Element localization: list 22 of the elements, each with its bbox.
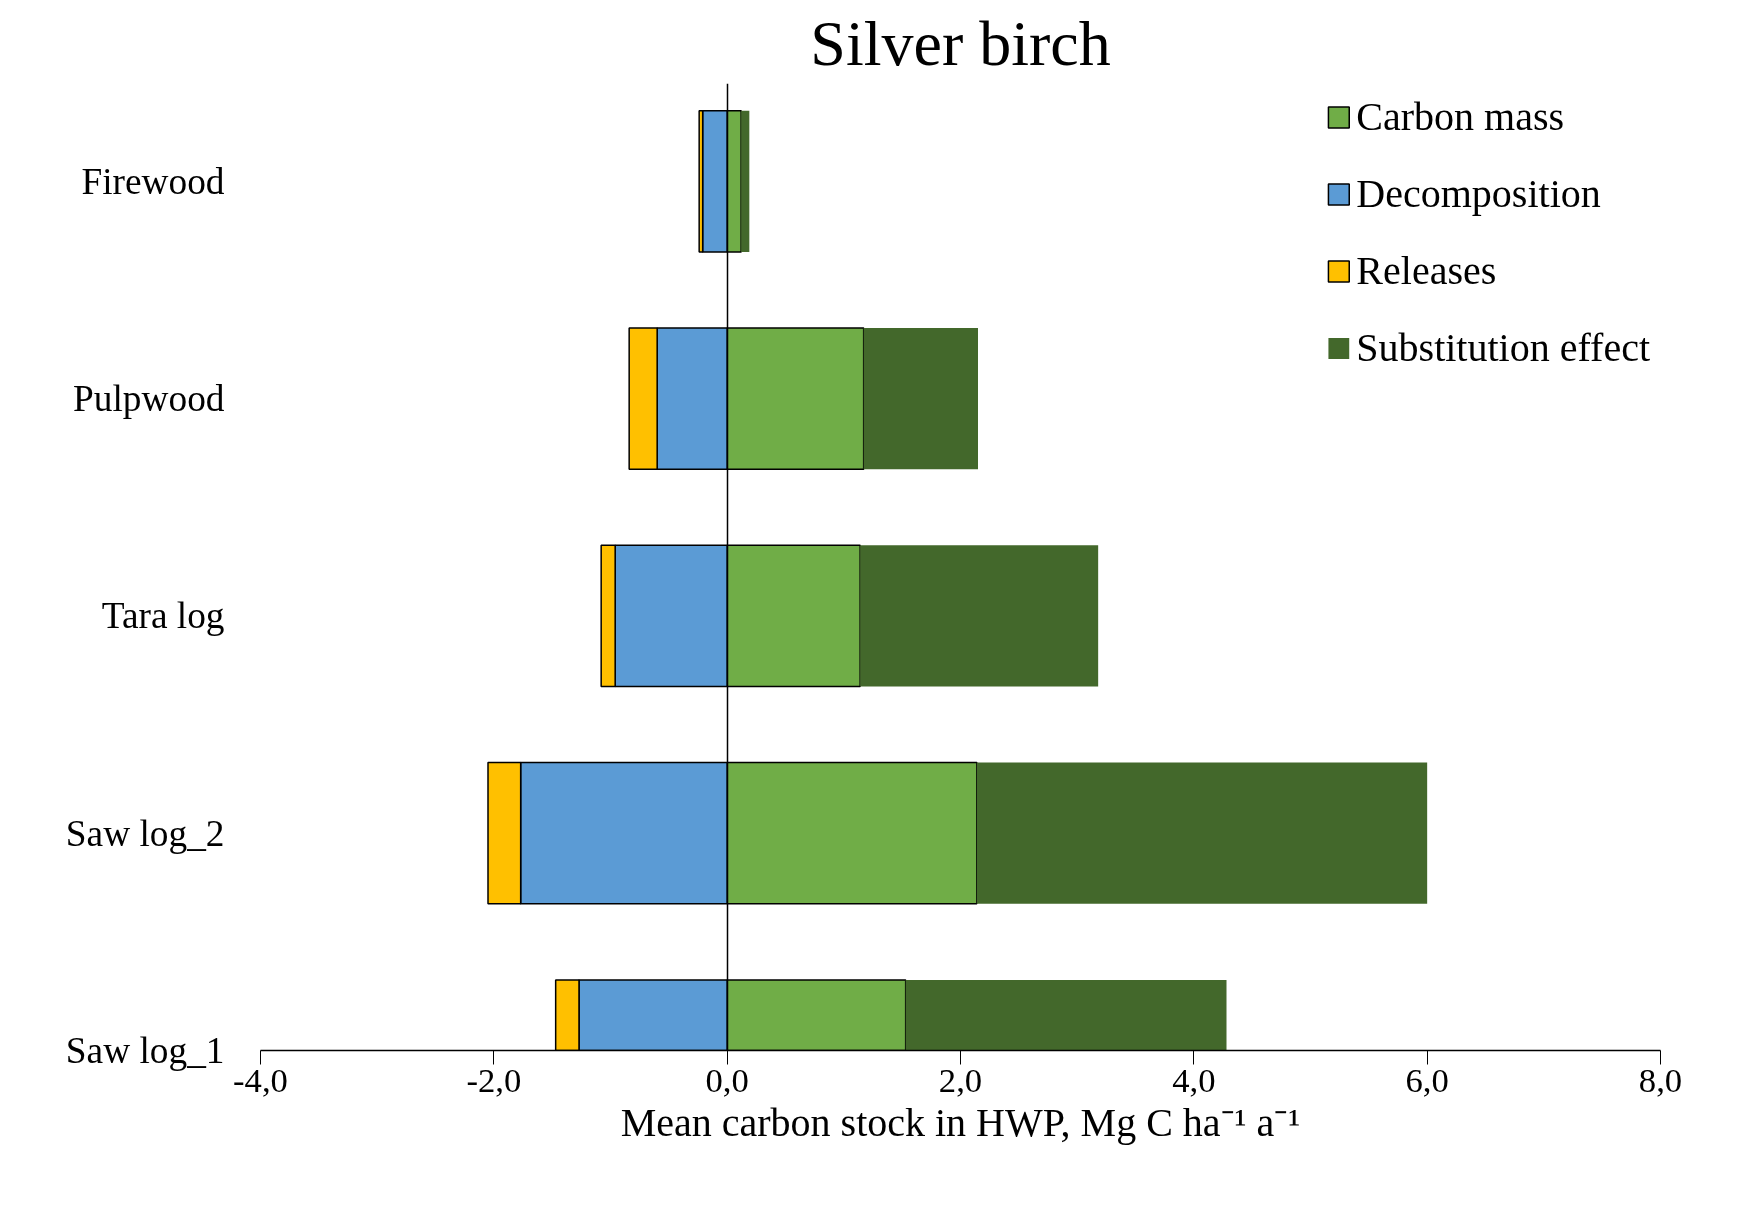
bar bbox=[741, 110, 750, 252]
bar bbox=[976, 762, 1428, 904]
x-tick-label: 0,0 bbox=[705, 1060, 749, 1099]
y-tick-label: Firewood bbox=[81, 160, 225, 202]
x-tick-label: -2,0 bbox=[466, 1060, 522, 1099]
y-tick-label: Pulpwood bbox=[73, 378, 225, 420]
y-tick-label: Tara log bbox=[101, 595, 225, 637]
bar bbox=[860, 545, 1099, 687]
x-tick-label: 8,0 bbox=[1638, 1060, 1683, 1099]
x-tick-label: 4,0 bbox=[1172, 1060, 1216, 1099]
bar bbox=[863, 327, 978, 470]
y-tick-label: Saw log_2 bbox=[65, 812, 225, 854]
x-tick-label: 6,0 bbox=[1405, 1060, 1449, 1099]
x-axis-title: Mean carbon stock in HWP, Mg C ha⁻¹ a⁻¹ bbox=[620, 1099, 1301, 1145]
legend-label: Decomposition bbox=[1356, 170, 1601, 217]
x-tick-label: 2,0 bbox=[938, 1060, 983, 1099]
x-tick-label: -4,0 bbox=[233, 1060, 288, 1099]
legend-label: Carbon mass bbox=[1356, 93, 1565, 140]
chart-title: Silver birch bbox=[810, 7, 1111, 79]
legend-label: Releases bbox=[1356, 247, 1497, 294]
legend-label: Substitution effect bbox=[1356, 324, 1650, 371]
y-tick-label: Saw log_1 bbox=[65, 1030, 225, 1071]
